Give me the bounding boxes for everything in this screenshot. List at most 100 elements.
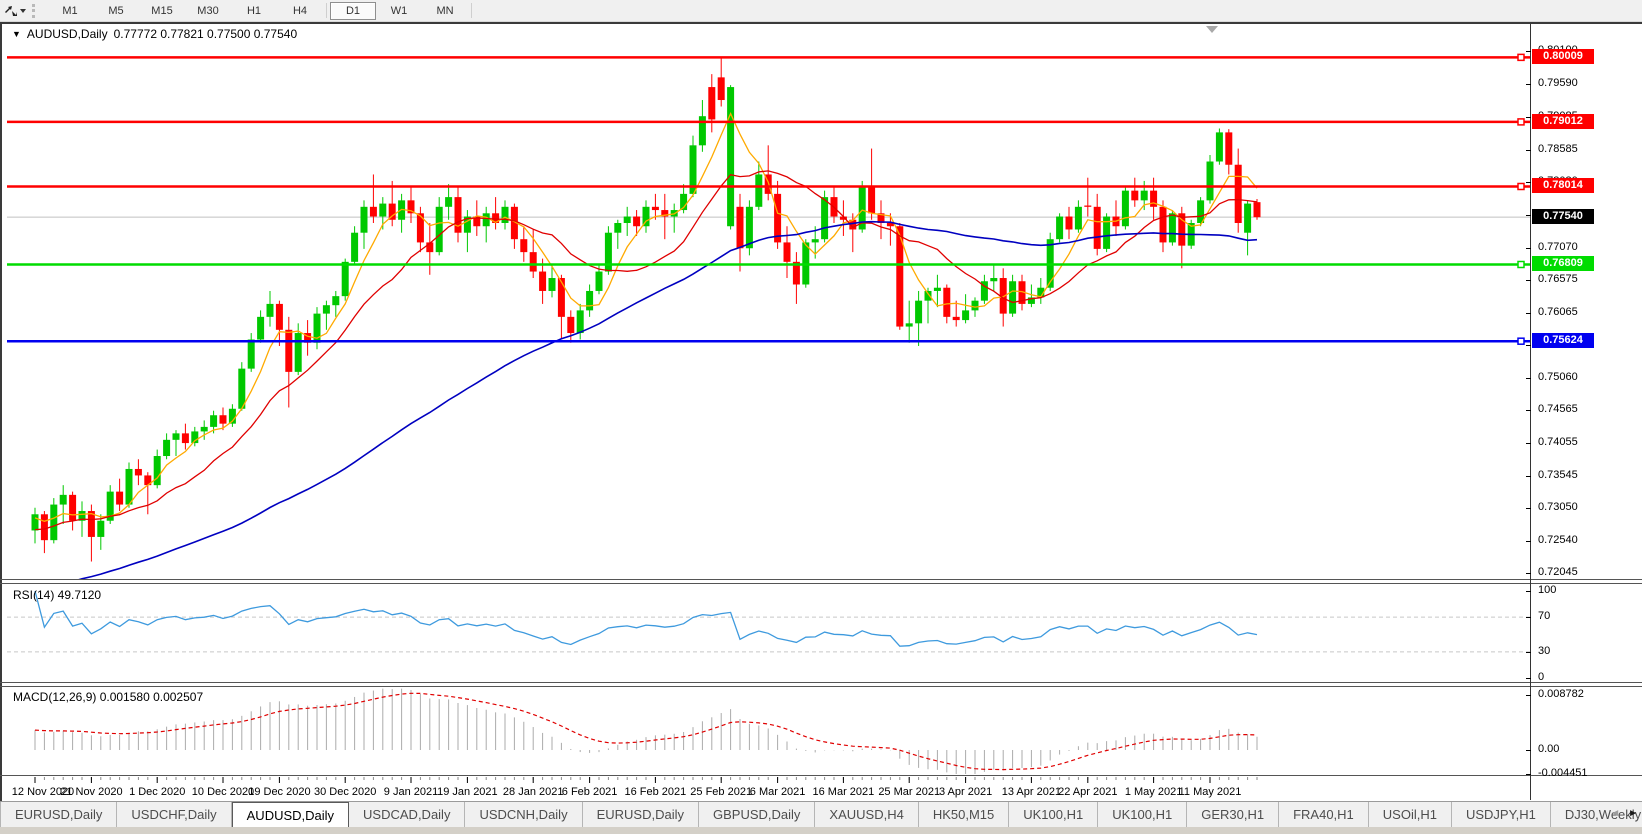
candle-body [839, 216, 847, 220]
panel-separator[interactable] [0, 686, 1642, 687]
candle-body [520, 239, 528, 253]
candle-body [492, 213, 500, 223]
window-menu-icon[interactable]: ▼ [12, 29, 21, 39]
date-label: 21 Nov 2020 [60, 786, 122, 798]
candle-body [59, 494, 67, 505]
panel-separator[interactable] [0, 682, 1642, 683]
moving-average-fast [34, 112, 1258, 522]
timeframe-button-m5[interactable]: M5 [108, 4, 124, 17]
candle-body [990, 278, 998, 282]
date-label: 16 Mar 2021 [813, 786, 875, 798]
price-tick-label: 0.78585 [1538, 143, 1578, 155]
candle-body [698, 116, 706, 146]
tab-uk100-h1[interactable]: UK100,H1 [1009, 802, 1099, 827]
date-label: 6 Feb 2021 [562, 786, 618, 798]
timeframe-button-mn[interactable]: MN [436, 4, 454, 17]
tab-ger30-h1[interactable]: GER30,H1 [1187, 802, 1280, 827]
price-tick-label: 0.75060 [1538, 371, 1578, 383]
axis-tick [1526, 248, 1531, 249]
candle-body [1103, 216, 1111, 249]
tab-scroll-right-icon[interactable]: ► [1628, 808, 1638, 819]
tab-usdcnh-daily[interactable]: USDCNH,Daily [465, 802, 583, 827]
candle-body [924, 290, 932, 301]
candle-body [1018, 281, 1026, 304]
tab-stub [0, 802, 1, 827]
tab-fra40-h1[interactable]: FRA40,H1 [1279, 802, 1369, 827]
axis-tick [1526, 652, 1531, 653]
candle-body [294, 333, 302, 372]
price-axis[interactable]: 0.801000.795900.790850.785850.780800.775… [1526, 0, 1641, 800]
candle-body [238, 368, 246, 409]
candle-body [134, 468, 142, 476]
candle-body [708, 87, 716, 120]
candle-body [87, 511, 95, 537]
tab-eurusd-daily[interactable]: EURUSD,Daily [1, 802, 118, 827]
price-tick-label: 0.73545 [1538, 469, 1578, 481]
candle-body [1178, 213, 1186, 246]
candle-body [1074, 206, 1082, 230]
price-axis-line [1530, 24, 1531, 800]
timeframe-button-m30[interactable]: M30 [197, 4, 219, 17]
candle-body [774, 193, 782, 243]
tab-usdjpy-h1[interactable]: USDJPY,H1 [1452, 802, 1551, 827]
candle-body [623, 216, 631, 223]
candle-body [285, 329, 293, 372]
candle-body [858, 187, 866, 230]
macd-tick-label: 0.00 [1538, 743, 1560, 755]
level-line-handle[interactable] [1517, 118, 1525, 126]
tab-audusd-daily[interactable]: AUDUSD,Daily [231, 802, 350, 827]
level-line-handle[interactable] [1517, 260, 1525, 269]
candle-body [1131, 190, 1139, 201]
timeframe-button-m1[interactable]: M1 [62, 4, 78, 17]
toolbar-drag-handle[interactable] [32, 3, 41, 18]
timeframe-button-h1[interactable]: H1 [246, 4, 262, 17]
candle-body [463, 216, 471, 233]
tab-hk50-m15[interactable]: HK50,M15 [919, 802, 1010, 827]
candle-body [745, 206, 753, 249]
timeframe-button-h4[interactable]: H4 [292, 4, 308, 17]
candle-body [604, 232, 612, 272]
macd-label: MACD(12,26,9) 0.001580 0.002507 [13, 690, 204, 704]
tab-gbpusd-daily[interactable]: GBPUSD,Daily [699, 802, 816, 827]
date-label: 12 Nov 2020 [12, 786, 74, 798]
timeframe-button-m15[interactable]: M15 [151, 4, 173, 17]
tab-xauusd-h4[interactable]: XAUUSD,H4 [815, 802, 919, 827]
panel-separator[interactable] [0, 579, 1642, 580]
candle-body [642, 206, 650, 227]
candle-body [341, 261, 349, 297]
chart-shift-marker[interactable] [1206, 26, 1218, 33]
tab-usoil-h1[interactable]: USOil,H1 [1369, 802, 1452, 827]
date-label: 10 Dec 2020 [192, 786, 254, 798]
rsi-panel[interactable] [7, 585, 1530, 682]
date-label: 30 Dec 2020 [314, 786, 376, 798]
level-line-handle[interactable] [1517, 337, 1525, 345]
tab-eurusd-daily[interactable]: EURUSD,Daily [583, 802, 699, 827]
axis-tick [1526, 215, 1531, 216]
tab-uk100-h1[interactable]: UK100,H1 [1098, 802, 1188, 827]
candle-body [1140, 190, 1148, 201]
tab-scroll-left-icon[interactable]: ◄ [1610, 808, 1621, 819]
axis-tick [1526, 476, 1531, 477]
panel-separator[interactable] [0, 583, 1642, 584]
candle-body [849, 219, 857, 230]
price-chart[interactable] [7, 45, 1530, 579]
candle-body [257, 316, 265, 340]
macd-panel[interactable] [7, 687, 1530, 775]
timeframe-button-w1[interactable]: W1 [390, 4, 408, 17]
timeframe-button-d1[interactable]: D1 [330, 1, 376, 20]
level-line-handle[interactable] [1517, 53, 1525, 62]
candle-body [228, 408, 236, 424]
tab-usdcad-daily[interactable]: USDCAD,Daily [349, 802, 466, 827]
tab-dj30-weekly[interactable]: DJ30,Weekly [1551, 802, 1642, 827]
rsi-tick-label: 30 [1538, 645, 1551, 657]
axis-tick [1526, 84, 1531, 85]
candlestick-chart-icon[interactable] [0, 2, 30, 19]
candle-body [332, 296, 340, 306]
tab-usdchf-daily[interactable]: USDCHF,Daily [117, 802, 232, 827]
candle-body [360, 206, 368, 233]
price-tick-label: 0.76065 [1538, 306, 1578, 318]
level-line-handle[interactable] [1517, 182, 1525, 191]
date-label: 9 Jan 2021 [384, 786, 438, 798]
